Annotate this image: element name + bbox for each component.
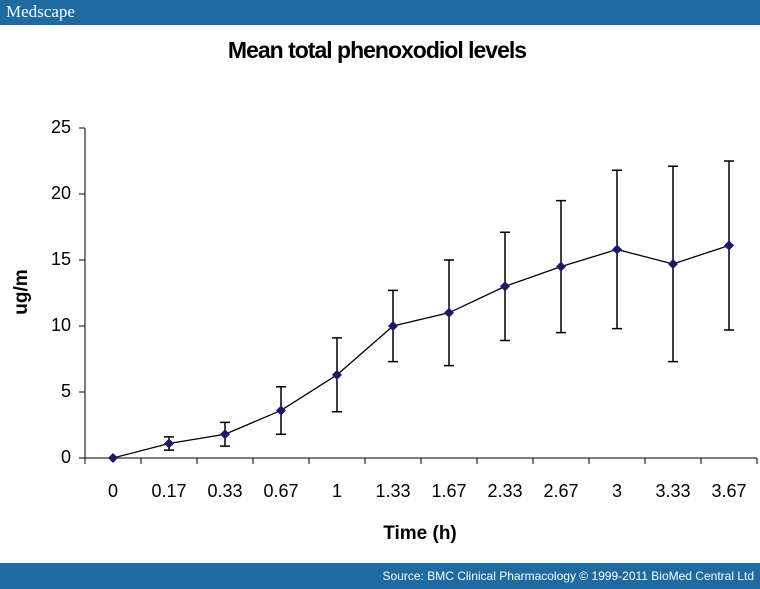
x-axis-label: Time (h) — [383, 523, 457, 544]
x-tick-label: 3.67 — [711, 481, 746, 501]
y-axis-label: ug/m — [11, 269, 32, 314]
footer-bar — [0, 563, 760, 589]
y-tick-label: 25 — [51, 117, 71, 137]
x-tick-label: 0.33 — [207, 481, 242, 501]
marker — [108, 453, 118, 463]
marker — [612, 244, 622, 255]
marker — [556, 261, 566, 272]
x-tick-label: 3 — [612, 481, 622, 501]
marker — [388, 321, 398, 331]
marker — [668, 258, 678, 269]
x-tick-label: 3.33 — [655, 481, 690, 501]
x-tick-label: 0 — [108, 481, 118, 501]
header-bar — [0, 0, 760, 25]
y-tick-label: 20 — [51, 183, 71, 203]
x-tick-label: 2.67 — [543, 481, 578, 501]
x-tick-label: 2.33 — [487, 481, 522, 501]
x-tick-label: 0.17 — [151, 481, 186, 501]
y-tick-label: 0 — [61, 447, 71, 467]
marker — [444, 307, 454, 318]
y-tick-label: 15 — [51, 249, 71, 269]
brand: Medscape — [6, 2, 75, 21]
marker — [164, 438, 174, 449]
x-tick-label: 1 — [332, 481, 342, 501]
marker — [724, 240, 734, 251]
source: Source: BMC Clinical Pharmacology © 1999… — [383, 569, 754, 583]
data-line — [112, 244, 730, 459]
x-tick-label: 0.67 — [263, 481, 298, 501]
x-tick-label: 1.33 — [375, 481, 410, 501]
marker — [220, 429, 230, 440]
y-tick-label: 5 — [61, 381, 71, 401]
marker — [500, 281, 510, 292]
marker — [276, 405, 286, 416]
y-tick-label: 10 — [51, 315, 71, 335]
marker — [332, 369, 342, 380]
x-tick-label: 1.67 — [431, 481, 466, 501]
chart-title: Mean total phenoxodiol levels — [228, 37, 526, 63]
